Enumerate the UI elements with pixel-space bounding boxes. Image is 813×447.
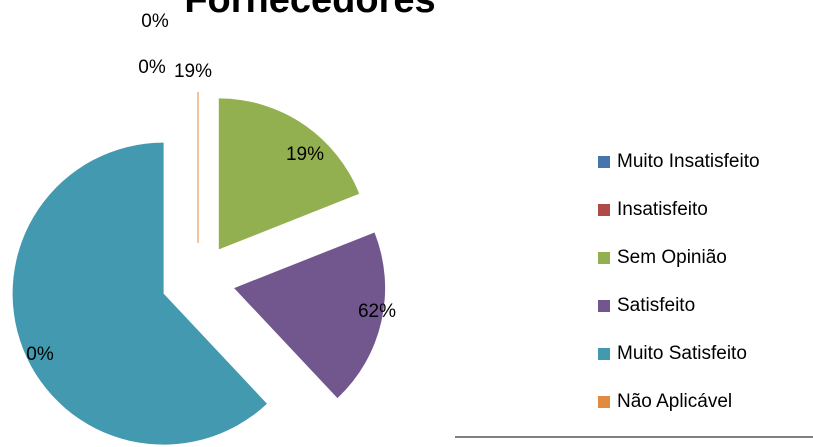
data-label: 0% <box>138 57 166 78</box>
legend-label: Muito Satisfeito <box>617 343 747 364</box>
legend-label: Satisfeito <box>617 295 695 316</box>
legend-swatch <box>598 396 610 408</box>
legend-swatch <box>598 252 610 264</box>
legend-swatch <box>598 204 610 216</box>
legend-label: Muito Insatisfeito <box>617 151 760 172</box>
data-label: 0% <box>141 11 169 32</box>
legend-label: Não Aplicável <box>617 391 732 412</box>
data-label: 0% <box>26 344 54 365</box>
legend-label: Sem Opinião <box>617 247 727 268</box>
legend-label: Insatisfeito <box>617 199 708 220</box>
legend-swatch <box>598 156 610 168</box>
legend-swatch <box>598 348 610 360</box>
pie-slice <box>12 142 267 445</box>
chart-title: Fornecedores <box>184 0 435 21</box>
data-label: 62% <box>358 301 396 322</box>
pie-slice <box>218 98 360 250</box>
data-label: 19% <box>174 61 212 82</box>
pie-slice <box>234 232 386 399</box>
data-label: 19% <box>286 144 324 165</box>
legend-swatch <box>598 300 610 312</box>
